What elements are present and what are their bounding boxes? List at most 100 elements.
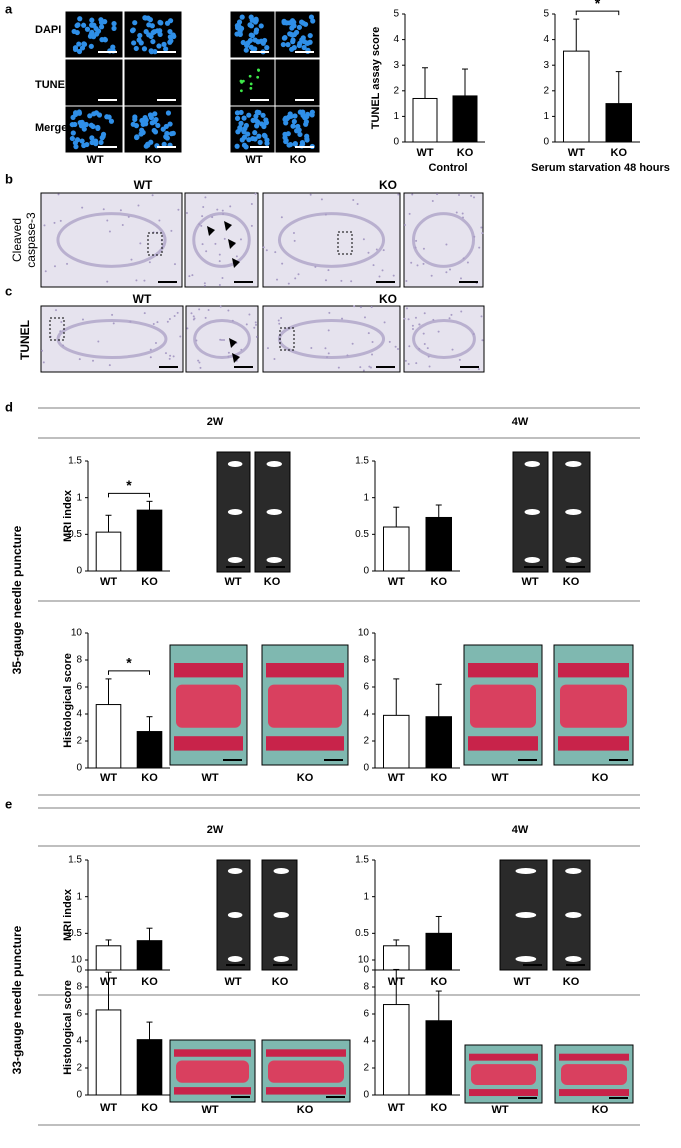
cell (415, 362, 418, 365)
y-tick-label: 0 (363, 566, 369, 577)
arrowhead (228, 239, 236, 249)
nucleus (297, 131, 303, 138)
image-label: WT (491, 1104, 508, 1116)
x-tick-label: KO (141, 1102, 158, 1114)
cell (460, 310, 463, 313)
group-label: WT (86, 154, 103, 166)
nucleus (129, 28, 136, 34)
cell (459, 277, 462, 280)
cell (185, 211, 188, 214)
cell (278, 322, 281, 325)
nucleus (261, 132, 267, 138)
nucleus (296, 24, 303, 30)
roi-box (279, 327, 295, 351)
image-bg (65, 59, 123, 106)
cell (310, 347, 313, 350)
image-dapi (230, 11, 275, 58)
cell (191, 274, 194, 277)
cell (415, 239, 418, 242)
x-tick-label: KO (141, 772, 158, 784)
cell (309, 193, 312, 196)
nucleus (148, 33, 154, 39)
y-tick-label: 8 (76, 982, 82, 993)
cell (198, 223, 201, 226)
nucleus (139, 127, 145, 133)
cell (372, 264, 375, 267)
bar (425, 1020, 452, 1096)
nucleus (139, 117, 145, 124)
bar (605, 103, 632, 143)
nucleus (234, 110, 241, 116)
y-axis-label: MRI index (62, 888, 74, 941)
significance-label: * (126, 477, 132, 493)
cell (227, 309, 230, 312)
cell (245, 323, 248, 326)
cell (455, 211, 458, 214)
nucleus (256, 109, 262, 116)
cell (143, 279, 146, 282)
cell (240, 348, 243, 351)
image-label: KO (272, 976, 289, 988)
cell (370, 306, 373, 309)
cell (411, 193, 414, 196)
band (174, 1087, 251, 1095)
nucleus (150, 38, 156, 45)
cell (265, 249, 268, 252)
nucleus (81, 22, 87, 28)
image-bg (275, 59, 320, 106)
nucleus (81, 41, 87, 47)
nucleus (264, 140, 270, 146)
row-label: TUNEL (18, 320, 32, 360)
cell (320, 198, 323, 201)
cell (451, 348, 454, 351)
image-bg (185, 305, 259, 373)
signal (227, 461, 243, 467)
nucleus (131, 40, 137, 46)
cell (414, 246, 417, 249)
cell (59, 330, 62, 333)
image-ihc (262, 192, 401, 288)
nucleus (291, 118, 297, 125)
nucleus (132, 20, 138, 26)
tissue (192, 212, 251, 268)
nucleus (253, 29, 259, 35)
image-mri (216, 451, 251, 573)
row-label: DAPI (35, 24, 61, 36)
cell (201, 243, 204, 246)
cell (40, 349, 43, 352)
nucleus (167, 34, 173, 40)
time-label: 2W (207, 824, 224, 836)
image-mri (552, 859, 591, 971)
cell (218, 253, 221, 256)
row-label: Merge (35, 122, 67, 134)
nucleus (291, 45, 297, 51)
significance-label: * (126, 655, 132, 671)
image-label: WT (521, 576, 538, 588)
x-tick-label: KO (431, 976, 448, 988)
nucleus (156, 43, 162, 49)
cell (351, 342, 354, 345)
image-ihc (403, 192, 484, 288)
image-label: KO (264, 576, 281, 588)
nucleus (290, 123, 296, 129)
tissue (411, 212, 476, 268)
panel-label: a (5, 1, 13, 16)
cell (97, 340, 100, 343)
cell (156, 321, 159, 324)
y-tick-label: 4 (363, 709, 369, 720)
nucleus (283, 120, 289, 126)
nucleus (89, 29, 95, 35)
nucleus (245, 40, 251, 46)
nucleus (285, 131, 291, 137)
image-black (275, 59, 320, 106)
image-bg (230, 59, 275, 106)
cell (190, 312, 193, 315)
nucleus (234, 143, 240, 149)
cell (437, 330, 440, 333)
nucleus (73, 144, 79, 150)
image-bg (40, 192, 183, 288)
nucleus (284, 115, 290, 122)
cell (369, 366, 372, 369)
roi-box (337, 231, 353, 255)
panel-label: c (5, 283, 12, 298)
